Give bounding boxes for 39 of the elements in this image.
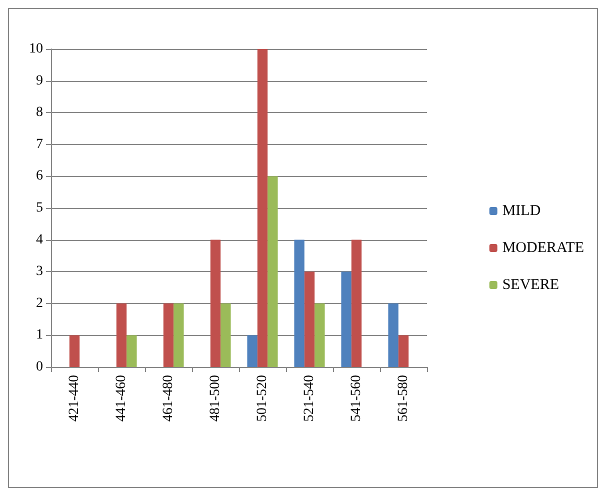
- y-tick-label: 7: [36, 136, 43, 152]
- bar: [304, 272, 315, 367]
- legend-label: MODERATE: [502, 240, 584, 256]
- bar: [398, 335, 409, 367]
- y-tick-label: 0: [36, 360, 43, 374]
- y-tick-label: 9: [36, 73, 43, 88]
- bar: [174, 303, 184, 367]
- bar: [388, 303, 398, 367]
- bar: [126, 335, 137, 367]
- x-tick-label: 501-520: [255, 375, 270, 422]
- x-tick-label: 521-540: [302, 375, 317, 422]
- y-tick-label: 2: [36, 296, 43, 311]
- y-tick-label: 4: [36, 232, 43, 248]
- bar: [163, 303, 174, 367]
- x-tick-label: 561-580: [396, 375, 411, 422]
- bar: [351, 240, 362, 367]
- y-tick-label: 5: [36, 200, 43, 216]
- y-tick-label: 3: [36, 264, 43, 280]
- x-tick-label: 481-500: [208, 375, 223, 422]
- y-tick-label: 1: [36, 328, 43, 343]
- y-tick-label: 10: [29, 42, 43, 56]
- bar: [210, 240, 221, 367]
- bar: [247, 335, 258, 367]
- x-tick-label: 541-560: [349, 375, 364, 422]
- y-tick-label: 8: [36, 105, 43, 120]
- bar: [268, 176, 278, 367]
- x-tick-label: 441-460: [114, 375, 129, 422]
- bar: [257, 49, 268, 367]
- bar: [314, 303, 325, 367]
- bar: [294, 240, 304, 367]
- bar: [116, 303, 127, 367]
- bar: [341, 272, 352, 367]
- x-tick-label: 461-480: [161, 375, 176, 422]
- bar: [220, 303, 231, 367]
- x-tick-label: 421-440: [67, 375, 82, 422]
- y-tick-label: 6: [36, 168, 43, 184]
- legend-label: MILD: [502, 203, 541, 219]
- legend-label: SEVERE: [502, 277, 560, 293]
- bar: [69, 335, 80, 367]
